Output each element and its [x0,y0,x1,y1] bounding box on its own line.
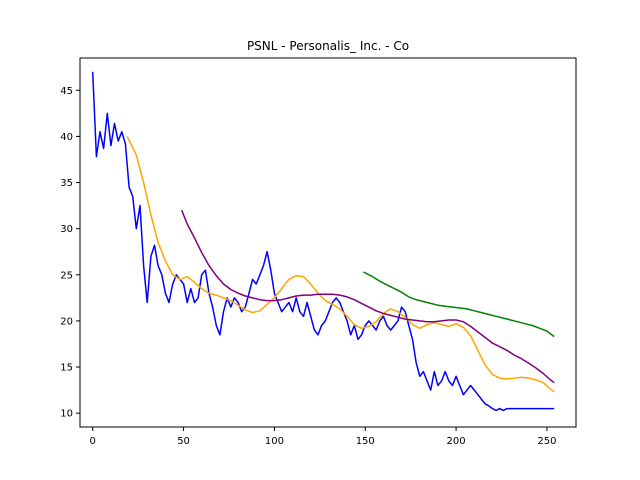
series-line-3 [181,209,555,384]
x-tick-label: 150 [356,436,375,447]
y-axis: 10 15 20 25 30 35 40 45 [60,86,80,420]
y-tick-label: 30 [60,224,73,235]
y-tick-label: 15 [60,363,73,374]
y-tick-label: 35 [60,178,73,189]
y-tick-label: 10 [60,409,73,420]
series-line-4 [363,271,555,338]
x-tick-label: 250 [537,436,556,447]
series-layer [91,71,555,412]
y-tick-label: 25 [60,270,73,281]
x-axis: 0 50 100 150 200 250 [90,427,556,447]
plot-frame [79,57,577,428]
x-tick-label: 200 [447,436,466,447]
series-line-1 [91,71,555,412]
y-tick-label: 40 [60,132,73,143]
y-tick-label: 20 [60,316,73,327]
chart-title: PSNL - Personalis_ Inc. - Co [247,39,409,53]
x-tick-label: 0 [90,436,96,447]
x-tick-label: 50 [177,436,190,447]
x-tick-label: 100 [265,436,284,447]
y-tick-label: 45 [60,86,73,97]
series-line-2 [126,136,555,393]
